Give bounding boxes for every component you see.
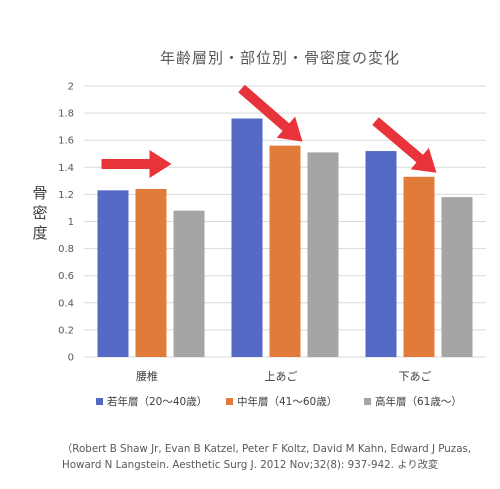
bar xyxy=(307,152,339,357)
chart-title: 年齢層別・部位別・骨密度の変化 xyxy=(160,49,400,67)
y-tick-label: 0 xyxy=(68,353,74,364)
y-tick-label: 1.4 xyxy=(58,163,74,174)
bar xyxy=(441,197,473,357)
y-tick-label: 0.2 xyxy=(58,325,74,336)
y-axis-title: 骨密度 xyxy=(32,184,47,242)
citation-line-1: （Robert B Shaw Jr, Evan B Katzel, Peter … xyxy=(62,443,472,455)
annotation-arrow xyxy=(238,84,303,142)
legend-swatch xyxy=(226,398,233,405)
bar xyxy=(231,118,263,358)
legend: 若年層（20〜40歳） 中年層（41〜60歳） 高年層（61歳〜） xyxy=(96,395,462,408)
bar xyxy=(365,151,397,357)
citation: （Robert B Shaw Jr, Evan B Katzel, Peter … xyxy=(62,441,482,473)
citation-line-2: Howard N Langstein. Aesthetic Surg J. 20… xyxy=(62,459,439,471)
bars xyxy=(97,118,473,358)
category-label: 上あご xyxy=(265,369,298,383)
bar xyxy=(97,190,129,357)
y-tick-label: 1.2 xyxy=(58,190,74,201)
y-axis-title-char: 密 xyxy=(32,204,47,222)
y-axis-title-char: 骨 xyxy=(32,184,47,202)
legend-swatch xyxy=(96,398,103,405)
annotation-arrow xyxy=(372,117,437,173)
annotation-arrows xyxy=(101,84,437,178)
x-axis-categories: 腰椎 上あご 下あご xyxy=(136,369,432,383)
category-label: 腰椎 xyxy=(136,369,158,383)
y-tick-label: 2 xyxy=(68,82,74,93)
y-axis-title-char: 度 xyxy=(32,224,47,242)
y-tick-label: 1.8 xyxy=(58,109,74,120)
annotation-arrow xyxy=(101,150,172,178)
y-tick-label: 0.8 xyxy=(58,244,74,255)
y-tick-label: 1 xyxy=(68,217,74,228)
legend-label: 若年層（20〜40歳） xyxy=(107,395,207,408)
bar xyxy=(403,176,435,357)
y-tick-label: 0.6 xyxy=(58,271,74,282)
bar xyxy=(269,145,301,357)
category-label: 下あご xyxy=(399,369,432,383)
bar xyxy=(135,188,167,357)
legend-label: 高年層（61歳〜） xyxy=(375,395,462,408)
bar xyxy=(173,210,205,357)
y-tick-label: 0.4 xyxy=(58,298,74,309)
legend-label: 中年層（41〜60歳） xyxy=(237,395,337,408)
y-axis-ticks: 0 0.2 0.4 0.6 0.8 1 1.2 1.4 1.6 1.8 2 xyxy=(58,82,74,364)
y-tick-label: 1.6 xyxy=(58,136,74,147)
legend-swatch xyxy=(364,398,371,405)
